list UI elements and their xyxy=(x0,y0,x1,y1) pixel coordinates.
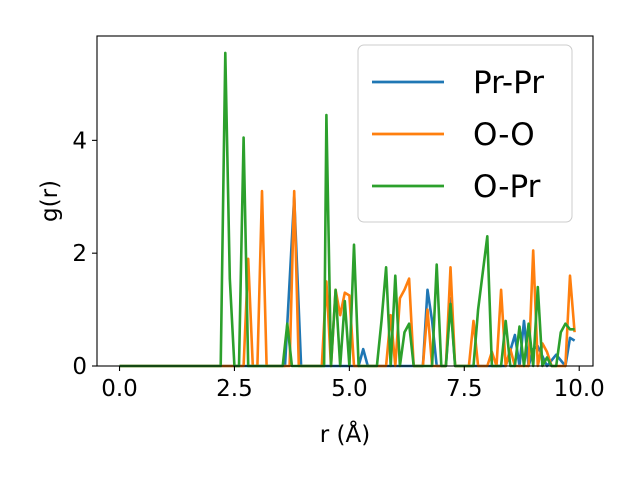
y-axis: 0 2 4 xyxy=(72,128,97,380)
y-tick-label: 4 xyxy=(72,128,87,154)
x-axis: 0.0 2.5 5.0 7.5 10.0 xyxy=(101,366,605,402)
x-tick-label: 0.0 xyxy=(101,376,138,402)
legend-label-o-o: O-O xyxy=(473,117,535,153)
y-axis-label: g(r) xyxy=(37,180,63,222)
legend: Pr-Pr O-O O-Pr xyxy=(357,44,573,223)
legend-label-o-pr: O-Pr xyxy=(473,169,541,205)
legend-box xyxy=(357,44,573,223)
y-tick-label: 0 xyxy=(72,354,87,380)
x-axis-label: r (Å) xyxy=(320,420,370,448)
x-tick-label: 10.0 xyxy=(554,376,605,402)
x-tick-label: 5.0 xyxy=(331,376,368,402)
y-tick-label: 2 xyxy=(72,241,87,267)
legend-label-pr-pr: Pr-Pr xyxy=(473,65,544,101)
x-tick-label: 7.5 xyxy=(446,376,483,402)
plot-frame xyxy=(96,35,594,367)
x-tick-label: 2.5 xyxy=(216,376,253,402)
